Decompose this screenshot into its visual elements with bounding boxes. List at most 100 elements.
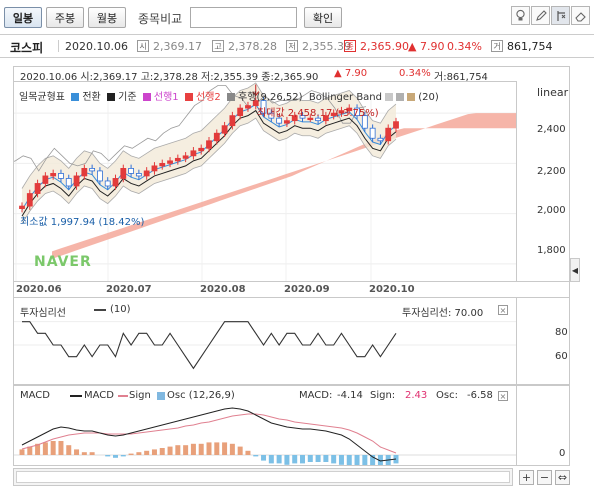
candle <box>182 155 189 159</box>
osc-bar <box>113 455 118 458</box>
osc-bar <box>338 455 344 465</box>
psy-close-icon[interactable]: × <box>498 305 508 315</box>
quote-high: 2,378.28 <box>228 40 277 53</box>
quote-info-bar: 코스피 2020.10.06 시 2,369.17 고 2,378.28 저 2… <box>0 34 594 58</box>
osc-bar <box>128 453 134 455</box>
osc-bar <box>81 452 87 455</box>
candle <box>354 107 360 117</box>
chart-header-pct: 0.34% <box>399 68 431 79</box>
candle <box>393 121 399 129</box>
candle <box>135 173 142 177</box>
candle <box>377 137 384 142</box>
crosshair-icon[interactable] <box>551 6 570 25</box>
candle <box>322 115 329 122</box>
candle <box>245 105 251 109</box>
candle <box>237 107 244 117</box>
candle <box>330 112 337 117</box>
candle <box>346 107 353 112</box>
macd-y-tick: 0 <box>559 448 566 459</box>
y-tick-2400: 2,400 <box>537 124 566 135</box>
reset-zoom-button[interactable]: ⇔ <box>555 470 570 485</box>
osc-bar <box>307 455 313 462</box>
candle <box>213 132 220 142</box>
macd-line <box>21 407 397 462</box>
min-annotation: 최소값 1,997.94 (18.42%) <box>20 217 145 228</box>
scrollbar-thumb[interactable] <box>16 471 510 483</box>
tab-monthly[interactable]: 월봉 <box>88 7 126 28</box>
confirm-button[interactable]: 확인 <box>304 7 342 28</box>
naver-watermark: NAVER <box>34 254 92 270</box>
osc-swatch <box>157 392 165 400</box>
osc-bar <box>377 455 383 465</box>
psy-chart-svg <box>14 321 516 370</box>
sign-line <box>21 413 397 454</box>
sign-value-label: Sign: <box>370 390 396 401</box>
tab-weekly[interactable]: 주봉 <box>46 7 84 28</box>
chart-scrollbar[interactable] <box>13 468 513 486</box>
candle <box>291 115 298 122</box>
zoom-out-button[interactable]: − <box>537 470 552 485</box>
osc-bar <box>50 441 56 455</box>
candle <box>276 117 283 124</box>
pencil-icon[interactable] <box>531 6 550 25</box>
psy-panel[interactable]: 투자심리선 (10) 투자심리선: 70.00 × <box>13 297 517 385</box>
macd-panel[interactable]: MACD MACD Sign Osc (12,26,9) MACD: -4.14… <box>13 385 517 466</box>
lagging-line <box>14 85 367 172</box>
osc-bar <box>268 455 274 464</box>
compare-label: 종목비교 <box>138 12 183 26</box>
candle <box>268 112 275 119</box>
osc-bar <box>354 455 360 465</box>
x-tick: 2020.09 <box>284 284 330 295</box>
osc-bar <box>253 455 259 457</box>
bulb-icon[interactable] <box>511 6 530 25</box>
zoom-in-button[interactable]: + <box>519 470 534 485</box>
scale-mode[interactable]: linear <box>537 86 569 99</box>
compare-search-input[interactable] <box>190 7 297 28</box>
tab-daily[interactable]: 일봉 <box>4 7 42 28</box>
chart-header-change: ▲ 7.90 <box>334 68 368 79</box>
quote-close: 2,365.90 <box>360 40 409 53</box>
collapse-right-handle[interactable]: ◀ <box>570 258 580 282</box>
candle <box>229 115 236 127</box>
candle <box>299 115 306 119</box>
candle <box>34 183 41 194</box>
bollinger-lower <box>21 117 397 224</box>
osc-bar <box>74 449 80 455</box>
osc-value-label: Osc: <box>436 390 458 401</box>
osc-bar <box>214 442 220 455</box>
candle <box>50 173 57 177</box>
price-chart-panel[interactable]: 일목균형표 전환 기준 선행1 선행2 후행(9,26,52) Bollinge… <box>13 81 517 282</box>
ichimoku-legend: 일목균형표 전환 기준 선행1 선행2 후행(9,26,52) Bollinge… <box>19 88 439 103</box>
quote-pct: 0.34% <box>447 40 482 53</box>
y-tick-2200: 2,200 <box>537 166 566 177</box>
psy-y-axis: 80 60 <box>517 297 570 385</box>
price-y-axis: linear 2,400 2,200 2,000 1,800 <box>517 81 570 282</box>
macd-close-icon[interactable]: × <box>498 391 508 401</box>
quote-low: 2,355.39 <box>302 40 351 53</box>
osc-bar <box>198 443 204 455</box>
candle <box>284 120 290 124</box>
osc-bar <box>315 455 321 462</box>
candle <box>89 168 96 172</box>
macd-y-axis: 0 <box>517 385 570 466</box>
osc-bar <box>292 455 298 464</box>
legend-title: 일목균형표 <box>19 92 65 103</box>
osc-bar <box>261 455 267 461</box>
macd-legend-osc: Osc (12,26,9) <box>167 390 235 401</box>
osc-bar <box>222 442 228 455</box>
legend-bollinger: Bollinger Band <box>308 92 382 103</box>
eraser-icon[interactable] <box>571 6 590 25</box>
legend-item-span2: 선행2 <box>196 92 221 103</box>
x-axis: 2020.06 2020.07 2020.08 2020.09 2020.10 <box>13 282 570 297</box>
macd-swatch <box>70 395 82 397</box>
psy-y-tick: 60 <box>555 351 568 362</box>
osc-bar <box>323 455 329 462</box>
osc-bar <box>206 442 212 455</box>
candle <box>120 168 127 179</box>
candle <box>19 205 25 210</box>
candle <box>260 100 267 114</box>
osc-bar <box>105 455 111 457</box>
candle <box>104 180 111 187</box>
osc-bar <box>42 442 48 455</box>
osc-value: -6.58 <box>467 390 493 401</box>
